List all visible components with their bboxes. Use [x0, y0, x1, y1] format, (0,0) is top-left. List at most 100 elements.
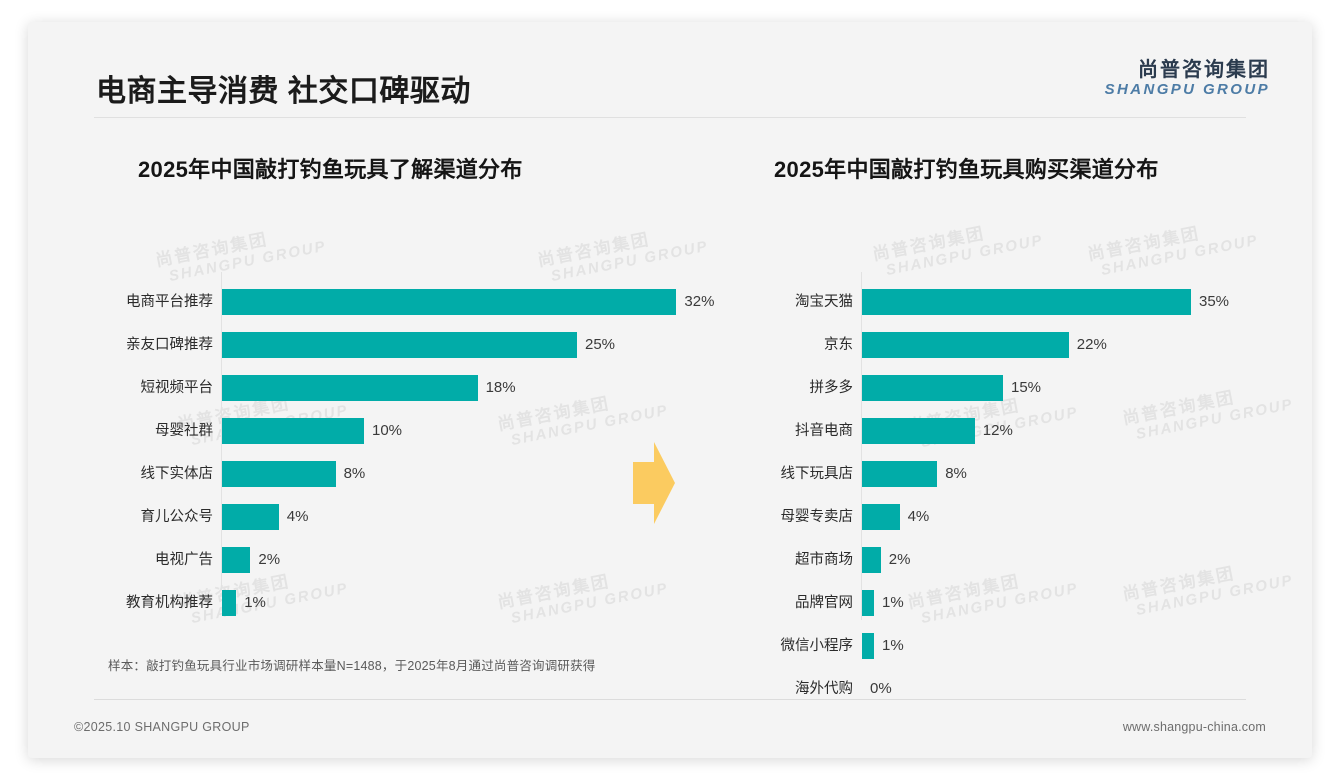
logo-english-text: SHANGPU GROUP: [1104, 81, 1270, 98]
bar-category-label: 品牌官网: [795, 594, 853, 611]
bar-wrapper: 22%: [862, 331, 1294, 358]
bar-wrapper: 2%: [222, 546, 704, 573]
bar-row: 短视频平台 18%: [94, 366, 704, 409]
bar: [222, 589, 237, 616]
bar-value-label: 35%: [1199, 293, 1230, 310]
bar-value-label: 22%: [1076, 336, 1107, 353]
bar: [222, 417, 364, 444]
axis-line-left: [221, 272, 222, 590]
bar: [222, 503, 279, 530]
bar-category-label: 抖音电商: [795, 422, 853, 439]
bar-category-label: 淘宝天猫: [795, 293, 853, 310]
bar-category-label: 短视频平台: [140, 379, 214, 396]
bar-row: 超市商场 2%: [734, 538, 1294, 581]
bar-value-label: 1%: [244, 594, 266, 611]
bar-row: 京东 22%: [734, 323, 1294, 366]
bar-wrapper: 4%: [222, 503, 704, 530]
bar-row: 抖音电商 12%: [734, 409, 1294, 452]
bar-rows-right: 淘宝天猫 35% 京东 22% 拼多多 15% 抖音电商 12% 线下玩具店 8% 母婴专卖店 4% 超…: [734, 280, 1294, 710]
page-title: 电商主导消费 社交口碑驱动: [96, 75, 471, 108]
bar: [222, 288, 677, 315]
bar-wrapper: 0%: [862, 676, 1294, 702]
bar-row: 线下实体店 8%: [94, 452, 704, 495]
bar-category-label: 海外代购: [795, 680, 853, 697]
bar-wrapper: 8%: [862, 460, 1294, 487]
bar: [862, 288, 1191, 315]
bar-row: 淘宝天猫 35%: [734, 280, 1294, 323]
bar-category-label: 亲友口碑推荐: [126, 336, 213, 353]
bar-value-label: 2%: [888, 551, 911, 568]
bar-value-label: 25%: [585, 336, 616, 353]
bar: [222, 546, 251, 573]
bar-wrapper: 25%: [222, 331, 704, 358]
bar-row: 电视广告 2%: [94, 538, 704, 581]
bar-row: 育儿公众号 4%: [94, 495, 704, 538]
bar-row: 母婴社群 10%: [94, 409, 704, 452]
slide-card: 电商主导消费 社交口碑驱动 尚普咨询集团 SHANGPU GROUP 尚普咨询集…: [28, 22, 1312, 758]
bar-category-label: 育儿公众号: [140, 508, 214, 525]
bar: [862, 374, 1003, 401]
bar-wrapper: 1%: [862, 632, 1294, 659]
bar-wrapper: 35%: [862, 288, 1294, 315]
bar-category-label: 拼多多: [809, 379, 854, 396]
bar-category-label: 线下实体店: [140, 465, 214, 482]
bar-category-label: 母婴社群: [155, 422, 213, 439]
chart-title-left: 2025年中国敲打钓鱼玩具了解渠道分布: [138, 157, 523, 182]
bar-wrapper: 18%: [222, 374, 704, 401]
bar-value-label: 4%: [907, 508, 930, 525]
title-divider: [94, 117, 1246, 118]
slide-header: 电商主导消费 社交口碑驱动 尚普咨询集团 SHANGPU GROUP: [28, 22, 1312, 118]
company-logo: 尚普咨询集团 SHANGPU GROUP: [1105, 60, 1270, 98]
bar-category-label: 电商平台推荐: [126, 293, 213, 310]
bar-rows-left: 电商平台推荐 32% 亲友口碑推荐 25% 短视频平台 18% 母婴社群 10% 线下实体店 8%…: [94, 280, 714, 624]
bar-wrapper: 10%: [222, 417, 704, 444]
bar-row: 电商平台推荐 32%: [94, 280, 714, 323]
bar-wrapper: 15%: [862, 374, 1294, 401]
bar-row: 海外代购 0%: [734, 667, 1294, 710]
bar-category-label: 京东: [824, 336, 853, 353]
bar-value-label: 32%: [684, 293, 715, 310]
bar-value-label: 18%: [485, 379, 516, 396]
chart-title-right: 2025年中国敲打钓鱼玩具购买渠道分布: [774, 157, 1159, 182]
bar-value-label: 8%: [343, 465, 366, 482]
flow-arrow-icon: [633, 442, 675, 524]
bar-row: 教育机构推荐 1%: [94, 581, 704, 624]
bar-wrapper: 4%: [862, 503, 1294, 530]
axis-line-right: [861, 272, 862, 620]
bar-value-label: 0%: [870, 680, 892, 697]
plot-area-right: 淘宝天猫 35% 京东 22% 拼多多 15% 抖音电商 12% 线下玩具店 8% 母婴专卖店 4% 超…: [734, 272, 1294, 710]
bar-row: 品牌官网 1%: [734, 581, 1294, 624]
bar-wrapper: 1%: [222, 589, 704, 616]
logo-chinese-text: 尚普咨询集团: [1138, 59, 1270, 81]
chart-purchase-channels: 2025年中国敲打钓鱼玩具购买渠道分布 淘宝天猫 35% 京东 22% 拼多多 15% 抖音…: [734, 152, 1294, 710]
bar: [222, 374, 478, 401]
footer-divider: [94, 699, 1246, 700]
website-link[interactable]: www.shangpu-china.com: [1122, 720, 1266, 734]
bar-value-label: 12%: [982, 422, 1013, 439]
bar: [862, 546, 881, 573]
bar-value-label: 15%: [1011, 379, 1042, 396]
chart-awareness-channels: 2025年中国敲打钓鱼玩具了解渠道分布 电商平台推荐 32% 亲友口碑推荐 25% 短视…: [94, 152, 714, 624]
bar-wrapper: 8%: [222, 460, 704, 487]
bar: [862, 589, 874, 616]
bar-row: 亲友口碑推荐 25%: [94, 323, 704, 366]
bar-category-label: 电视广告: [155, 551, 213, 568]
bar-row: 母婴专卖店 4%: [734, 495, 1294, 538]
bar-wrapper: 2%: [862, 546, 1294, 573]
bar-value-label: 10%: [372, 422, 403, 439]
sample-note: 样本：敲打钓鱼玩具行业市场调研样本量N=1488，于2025年8月通过尚普咨询调…: [108, 659, 596, 673]
bar-row: 微信小程序 1%: [734, 624, 1294, 667]
bar-wrapper: 1%: [862, 589, 1294, 616]
bar-wrapper: 32%: [222, 288, 714, 315]
bar-wrapper: 12%: [862, 417, 1294, 444]
bar: [862, 460, 938, 487]
bar-value-label: 8%: [945, 465, 967, 482]
bar-row: 线下玩具店 8%: [734, 452, 1294, 495]
bar: [222, 460, 336, 487]
bar-value-label: 1%: [882, 594, 904, 611]
bar-category-label: 母婴专卖店: [780, 508, 854, 525]
bar-value-label: 2%: [258, 551, 281, 568]
bar-value-label: 4%: [286, 508, 309, 525]
bar-row: 拼多多 15%: [734, 366, 1294, 409]
plot-area-left: 电商平台推荐 32% 亲友口碑推荐 25% 短视频平台 18% 母婴社群 10% 线下实体店 8%…: [94, 272, 714, 624]
